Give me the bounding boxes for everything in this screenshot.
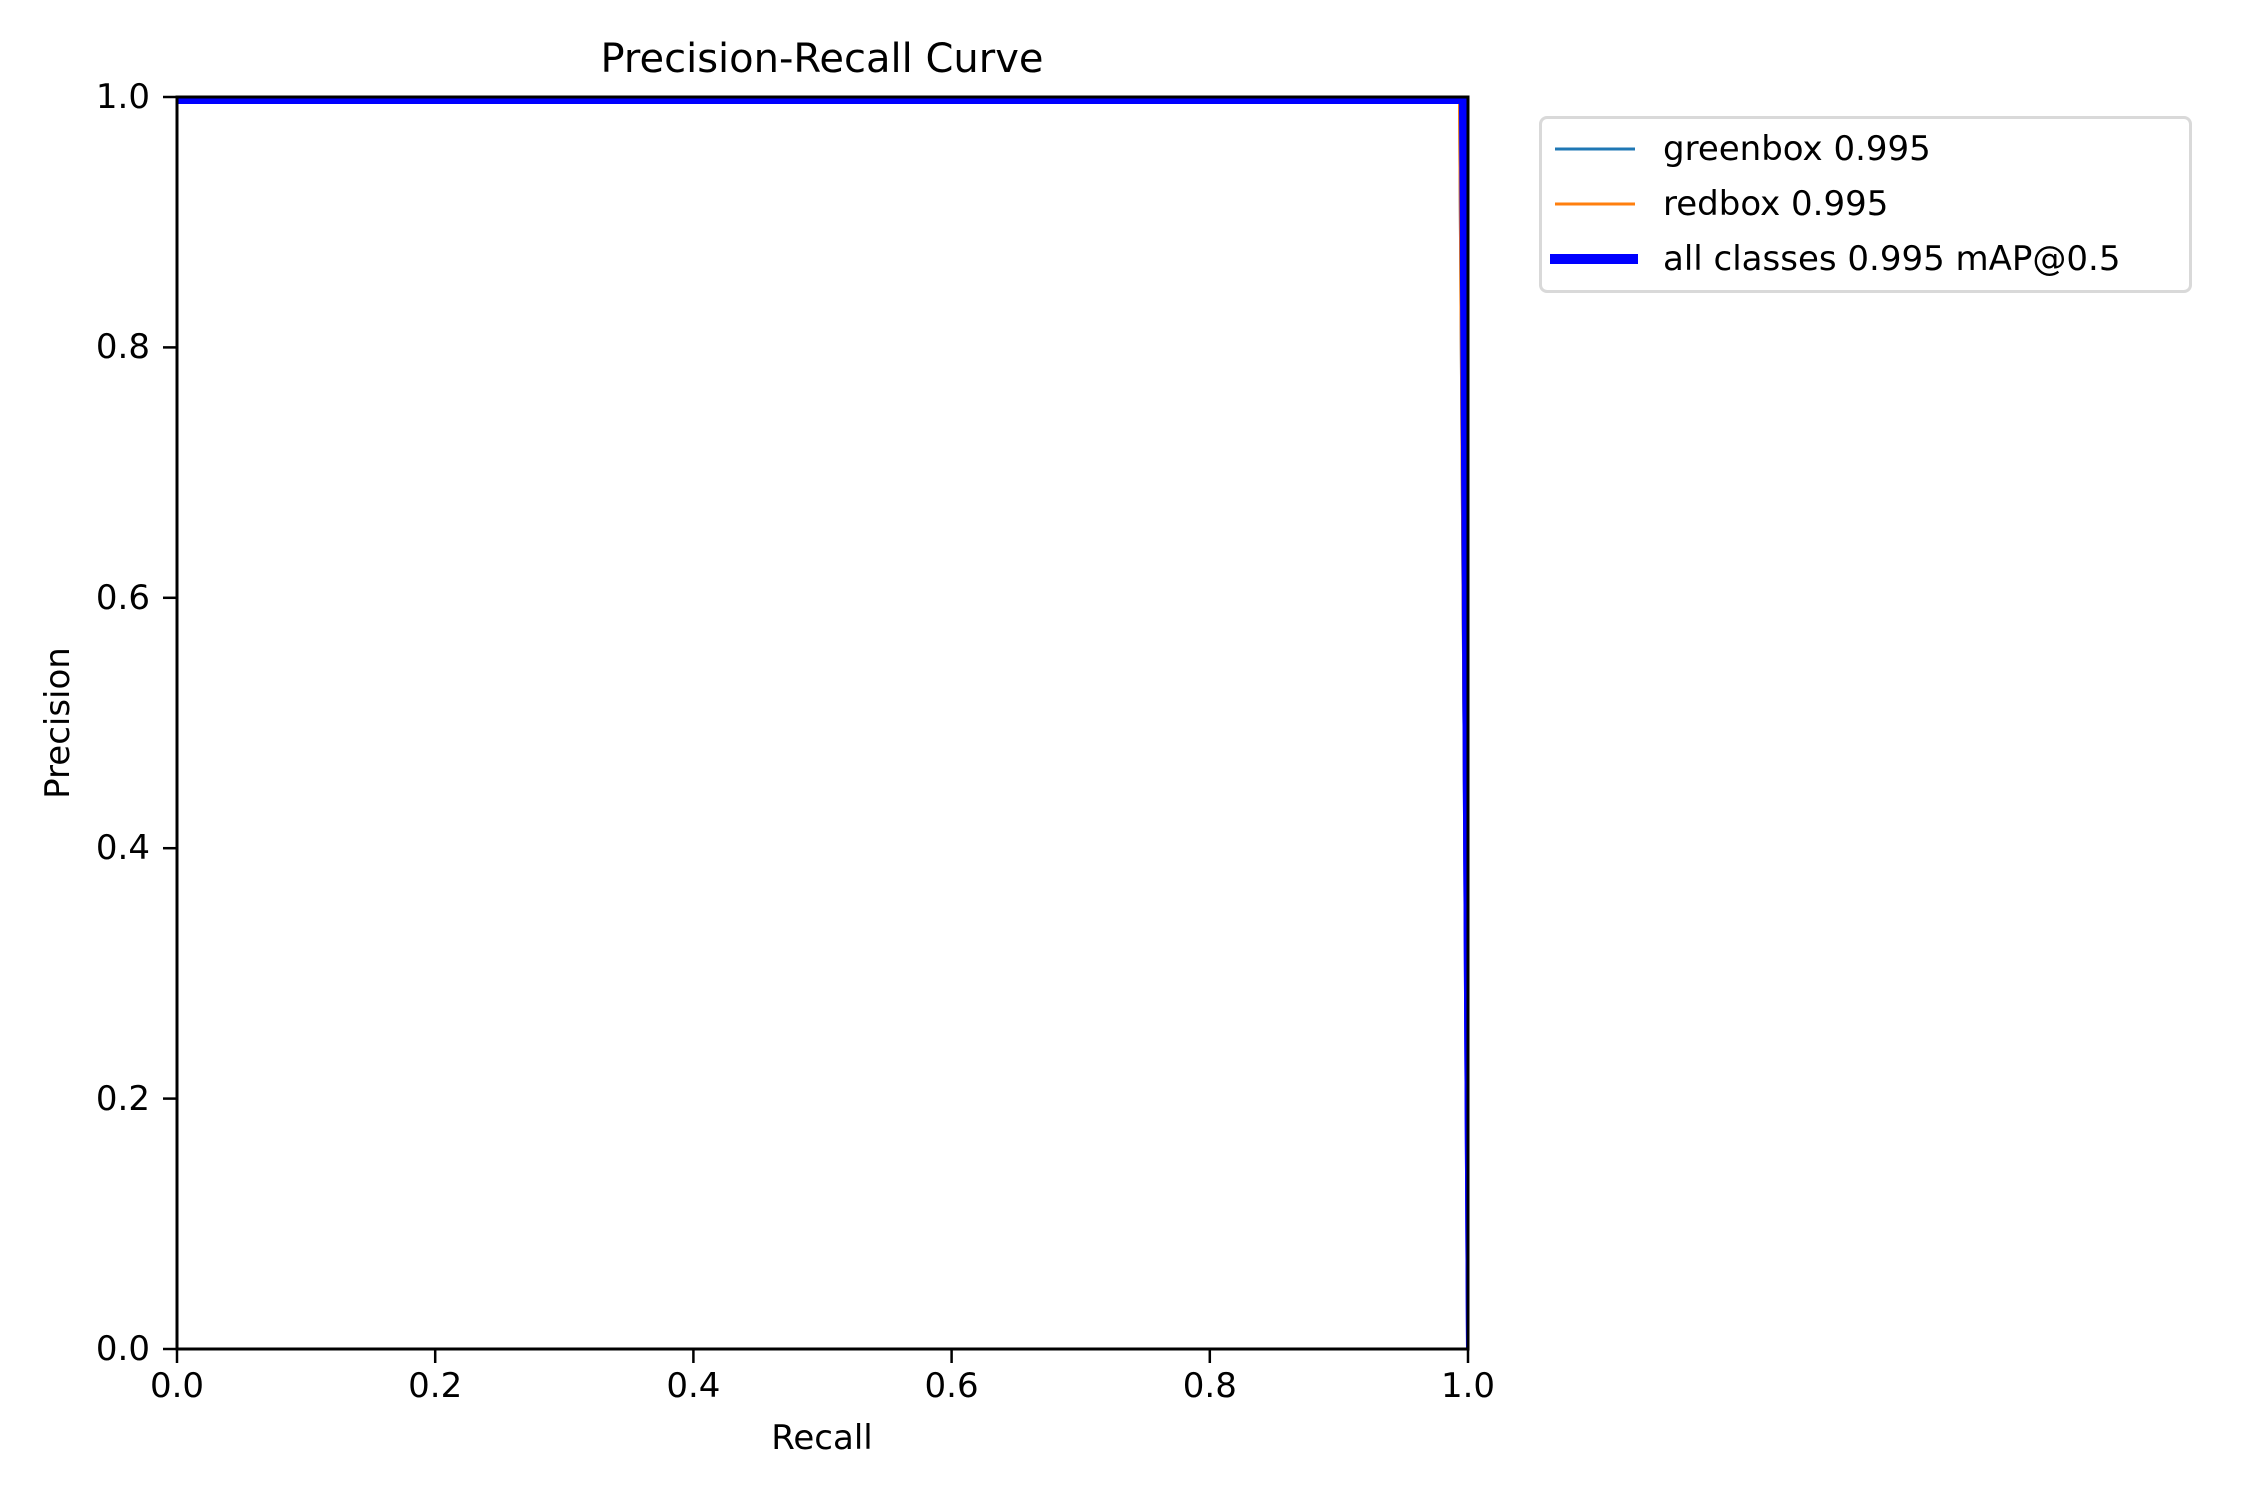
legend-label: all classes 0.995 mAP@0.5 — [1663, 239, 2121, 279]
legend-item-all-classes: all classes 0.995 mAP@0.5 — [1542, 239, 2189, 279]
x-tick-label: 0.2 — [408, 1366, 463, 1406]
y-axis-ticks — [163, 95, 177, 1351]
y-tick-label: 0.6 — [95, 577, 150, 618]
x-tick-label: 0.0 — [149, 1366, 205, 1406]
chart-title: Precision-Recall Curve — [600, 36, 1044, 82]
x-tick-label: 0.4 — [666, 1366, 721, 1406]
axes-frame — [175, 95, 1470, 1351]
x-tick-label: 1.0 — [1440, 1366, 1496, 1406]
x-tick-label: 0.8 — [1182, 1366, 1237, 1406]
legend-line-icon — [1550, 254, 1638, 264]
y-tick-label: 1.0 — [95, 77, 150, 117]
x-tick-label: 0.6 — [924, 1366, 979, 1406]
legend-item-redbox: redbox 0.995 — [1542, 184, 2189, 224]
all-classes-curve — [177, 97, 1468, 1349]
legend-item-greenbox: greenbox 0.995 — [1542, 129, 2189, 169]
greenbox-curve — [177, 98, 1469, 1350]
x-axis-label: Recall — [771, 1418, 873, 1458]
x-axis-ticks — [175, 1349, 1470, 1363]
legend: greenbox 0.995 redbox 0.995 all classes … — [1539, 116, 2192, 293]
legend-line-icon — [1555, 202, 1635, 206]
y-tick-label: 0.2 — [95, 1078, 150, 1119]
redbox-curve — [177, 98, 1469, 1350]
y-tick-label: 0.0 — [95, 1329, 150, 1369]
legend-line-icon — [1555, 147, 1635, 151]
y-tick-label: 0.4 — [95, 828, 150, 869]
all-classes-curve-top — [177, 97, 1468, 1349]
y-axis-label: Precision — [38, 647, 78, 799]
legend-label: redbox 0.995 — [1663, 184, 1889, 224]
legend-label: greenbox 0.995 — [1663, 129, 1931, 169]
y-tick-label: 0.8 — [95, 327, 150, 368]
